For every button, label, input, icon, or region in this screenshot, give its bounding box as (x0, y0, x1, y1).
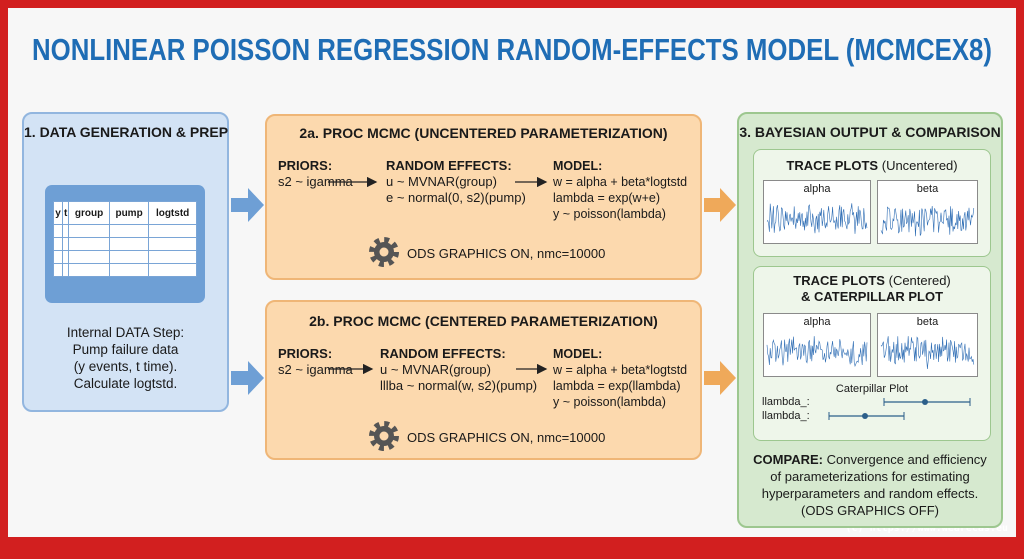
trace-svg (766, 336, 868, 368)
text-line: lambda = exp(llambda) (553, 379, 681, 393)
table-header: logtstd (148, 201, 197, 225)
random-effects: RANDOM EFFECTS: u ~ MVNAR(group) e ~ nor… (386, 158, 526, 206)
panel-title: 3. BAYESIAN OUTPUT & COMPARISON (739, 124, 1001, 140)
ods-note: ODS GRAPHICS ON, nmc=10000 (407, 430, 606, 445)
model: MODEL: w = alpha + beta*logtstd lambda =… (553, 346, 687, 410)
label: MODEL: (553, 159, 603, 173)
text-line: (ODS GRAPHICS OFF) (801, 503, 939, 518)
random-effects: RANDOM EFFECTS: u ~ MVNAR(group) lllba ~… (380, 346, 537, 394)
subtitle: (Centered) (888, 273, 951, 288)
subpanel-title: TRACE PLOTS (Uncentered) (754, 158, 990, 174)
text-line: lllba ~ normal(w, s2)(pump) (380, 378, 538, 393)
plot-label: beta (916, 183, 939, 195)
trace-line (880, 336, 975, 370)
trace-centered: TRACE PLOTS (Centered) & CATERPILLAR PLO… (753, 266, 991, 441)
centered-panel: 2b. PROC MCMC (CENTERED PARAMETERIZATION… (265, 300, 702, 460)
trace-svg (880, 205, 975, 237)
text-line: lambda = exp(w+e) (553, 191, 661, 205)
text-line: (y events, t time). (73, 359, 178, 374)
plot-label: beta (916, 316, 939, 328)
output-panel: 3. BAYESIAN OUTPUT & COMPARISON TRACE PL… (737, 112, 1003, 528)
text-line: Calculate logtstd. (73, 376, 178, 391)
text-line: w = alpha + beta*logtstd (553, 363, 688, 377)
caterpillar-label: llambda_: (762, 396, 810, 408)
data-prep-panel: 1. DATA GENERATION & PREP y t group pump… (22, 112, 229, 412)
text-line: u ~ MVNAR(group) (386, 174, 497, 189)
label: RANDOM EFFECTS: (386, 158, 512, 173)
label: COMPARE: (753, 452, 823, 467)
table-icon: y t group pump logtstd (45, 185, 205, 303)
caterpillar-label: llambda_: (762, 410, 810, 422)
text-line: s2 ~ igamma (278, 174, 353, 189)
plot-label: alpha (803, 183, 831, 195)
trace-line (766, 336, 868, 368)
title-svg: NONLINEAR POISSON REGRESSION RANDOM-EFFE… (32, 32, 992, 67)
compare: COMPARE: Convergence and efficiency of p… (739, 451, 1001, 519)
caterpillar-plot (828, 398, 971, 420)
text-line: of parameterizations for estimating (770, 469, 970, 484)
point (922, 399, 928, 405)
text-line: w = alpha + beta*logtstd (553, 175, 688, 189)
trace-plot: alpha (763, 180, 871, 244)
model: MODEL: w = alpha + beta*logtstd lambda =… (553, 158, 687, 222)
label: PRIORS: (278, 158, 333, 173)
text-line: y ~ poisson(lambda) (553, 395, 666, 409)
label: PRIORS: (278, 346, 333, 361)
panel-title: 2a. PROC MCMC (UNCENTERED PARAMETERIZATI… (299, 125, 668, 141)
subtitle: (Uncentered) (881, 158, 958, 173)
trace-svg (880, 336, 975, 370)
text-line: s2 ~ igamma (278, 362, 353, 377)
page-title: NONLINEAR POISSON REGRESSION RANDOM-EFFE… (32, 32, 992, 67)
description: Internal DATA Step: Pump failure data (y… (24, 324, 227, 392)
title: TRACE PLOTS (786, 158, 879, 173)
title: TRACE PLOTS (793, 273, 885, 288)
text-line: hyperparameters and random effects. (761, 486, 979, 501)
priors: PRIORS: s2 ~ igamma (278, 346, 353, 378)
trace-plot: alpha (763, 313, 871, 377)
text-line: Internal DATA Step: (66, 325, 185, 340)
text-line: COMPARE: Convergence and efficiency (739, 451, 1001, 468)
trace-plot: beta (877, 180, 978, 244)
panel-title: 1. DATA GENERATION & PREP (24, 124, 229, 140)
trace-svg (766, 203, 868, 234)
trace-line (880, 205, 975, 237)
label: RANDOM EFFECTS: (380, 346, 506, 361)
text-line: Pump failure data (72, 342, 179, 357)
caterpillar-title: Caterpillar Plot (835, 383, 909, 395)
plot-label: alpha (803, 316, 831, 328)
text-line: u ~ MVNAR(group) (380, 362, 491, 377)
panel-title: 2b. PROC MCMC (CENTERED PARAMETERIZATION… (309, 313, 658, 329)
trace-line (766, 203, 868, 234)
label: MODEL: (553, 347, 603, 361)
table: y t group pump logtstd (52, 201, 197, 277)
title2: & CATERPILLAR PLOT (800, 289, 944, 304)
subpanel-title: TRACE PLOTS (Centered) & CATERPILLAR PLO… (754, 273, 990, 305)
point (862, 413, 868, 419)
text-line: e ~ normal(0, s2)(pump) (386, 190, 526, 205)
uncentered-panel: 2a. PROC MCMC (UNCENTERED PARAMETERIZATI… (265, 114, 702, 280)
caterpillar-labels: llambda_: llambda_: (762, 395, 810, 423)
table-header: pump (108, 201, 150, 225)
text-line: y ~ poisson(lambda) (553, 207, 666, 221)
trace-uncentered: TRACE PLOTS (Uncentered) alpha beta (753, 149, 991, 257)
table-header: y (52, 201, 64, 225)
table-header: group (68, 201, 110, 225)
trace-plot: beta (877, 313, 978, 377)
priors: PRIORS: s2 ~ igamma (278, 158, 353, 190)
ods-note: ODS GRAPHICS ON, nmc=10000 (407, 246, 606, 261)
text: Convergence and efficiency (826, 452, 987, 467)
footer: (c) https://www.wearecas.eu (845, 523, 1008, 534)
